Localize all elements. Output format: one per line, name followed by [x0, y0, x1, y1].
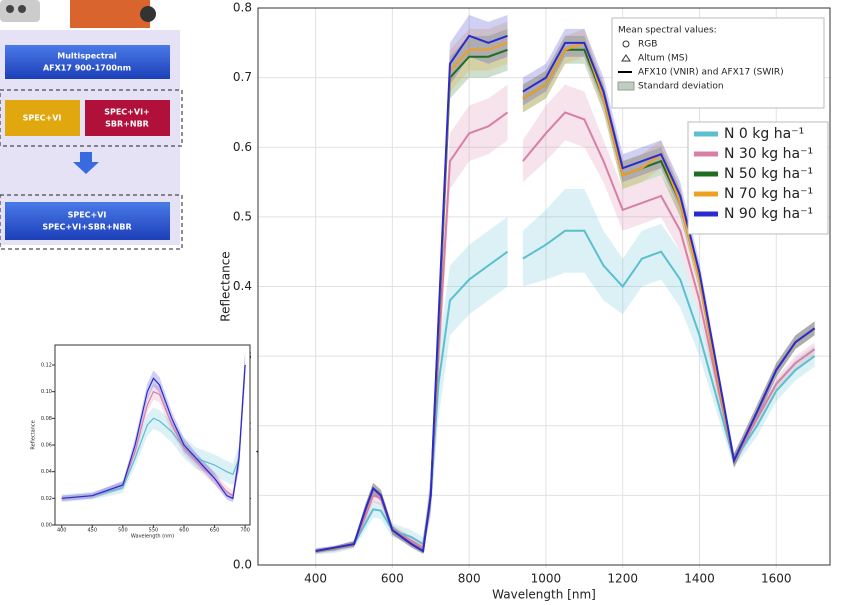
- legend-label: N 70 kg ha⁻¹: [724, 186, 813, 202]
- y-tick-label: 0.00: [41, 523, 52, 529]
- y-tick-label: 0.0: [233, 558, 252, 572]
- x-tick-label: 650: [210, 528, 220, 534]
- x-tick-label: 800: [458, 572, 481, 586]
- legend-symbol: [621, 54, 631, 62]
- series-line: [61, 364, 246, 499]
- legend-label: N 0 kg ha⁻¹: [724, 126, 804, 142]
- x-tick-label: 500: [118, 528, 128, 534]
- legend-label: Altum (MS): [638, 54, 688, 64]
- y-tick-label: 0.5: [233, 209, 252, 223]
- box: [5, 45, 170, 79]
- y-tick-label: 0.08: [41, 416, 52, 422]
- y-tick-label: 0.8: [233, 1, 252, 15]
- legend-label: Standard deviation: [638, 82, 724, 92]
- series-line: [61, 364, 246, 499]
- x-axis-label: Wavelength (nm): [131, 534, 174, 540]
- x-tick-label: 400: [304, 572, 327, 586]
- box: [5, 202, 170, 240]
- workflow-diagram: Multispectral AFX17 900-1700nm SPEC+VI S…: [0, 0, 183, 250]
- axes-frame: [54, 344, 251, 526]
- group: [0, 89, 183, 147]
- y-tick-label: 0.04: [41, 469, 52, 475]
- x-tick-label: 600: [381, 572, 404, 586]
- x-tick-label: 450: [88, 528, 98, 534]
- y-axis-label: Reflectance: [219, 251, 233, 321]
- camera: [70, 0, 150, 28]
- y-tick-label: 0.7: [233, 70, 252, 84]
- legend-box: [611, 17, 825, 109]
- legend-label: AFX10 (VNIR) and AFX17 (SWIR): [638, 68, 784, 78]
- legend-label: N 90 kg ha⁻¹: [724, 206, 813, 222]
- legend-label: RGB: [638, 40, 657, 50]
- legend-symbol: [617, 81, 635, 91]
- legend-label: N 50 kg ha⁻¹: [724, 166, 813, 182]
- x-tick-label: 1000: [531, 572, 562, 586]
- y-tick-label: 0.02: [41, 496, 52, 502]
- arrow: [73, 152, 99, 174]
- x-tick-label: 600: [179, 528, 189, 534]
- x-tick-label: 550: [149, 528, 159, 534]
- x-axis-label: Wavelength [nm]: [492, 588, 596, 602]
- box-text: SPEC+VI: [68, 211, 107, 220]
- box: [85, 100, 170, 136]
- x-tick-label: 1200: [607, 572, 638, 586]
- y-axis-label: Reflectance: [31, 420, 37, 449]
- y-tick-label: 0.12: [41, 363, 52, 369]
- y-tick-label: 0.10: [41, 389, 52, 395]
- box-text: Multispectral: [57, 52, 117, 61]
- y-tick-label: 0.4: [233, 279, 252, 293]
- box: [5, 100, 80, 136]
- box-text: SPEC+VI: [23, 114, 62, 123]
- series-line: [61, 364, 246, 500]
- box-text: SPEC+VI+: [104, 108, 150, 117]
- y-tick-label: 0.06: [41, 443, 52, 449]
- x-tick-label: 700: [240, 528, 250, 534]
- x-tick-label: 1400: [684, 572, 715, 586]
- y-tick-label: 0.6: [233, 140, 252, 154]
- axes-frame: [257, 7, 831, 566]
- x-tick-label: 400: [57, 528, 67, 534]
- legend-title: Mean spectral values:: [618, 26, 717, 36]
- box-text: AFX17 900-1700nm: [43, 64, 131, 73]
- series-line: [315, 34, 816, 553]
- box-text: SBR+NBR: [105, 120, 149, 129]
- legend-label: N 30 kg ha⁻¹: [724, 146, 813, 162]
- legend-symbol: [622, 40, 630, 48]
- group: [0, 194, 183, 250]
- x-tick-label: 1600: [761, 572, 792, 586]
- box-text: SPEC+VI+SBR+NBR: [42, 223, 131, 232]
- plot-area: [55, 345, 250, 525]
